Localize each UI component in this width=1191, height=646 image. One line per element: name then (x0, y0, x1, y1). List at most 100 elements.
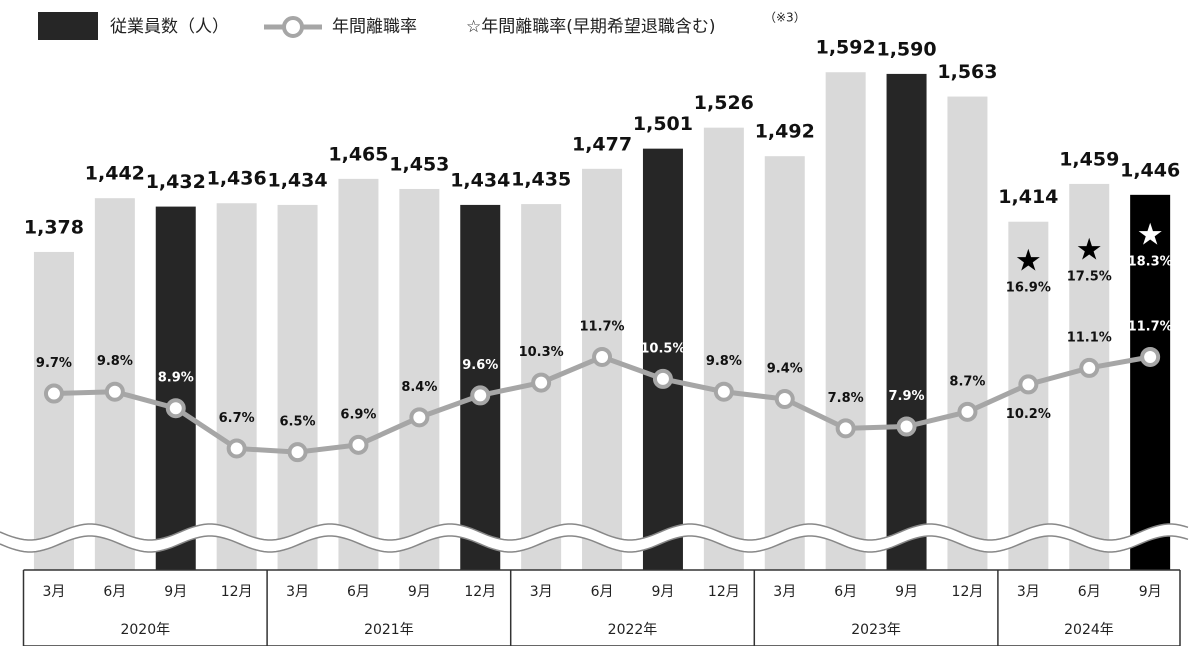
x-tick-label: 6月 (834, 584, 857, 600)
bar (703, 127, 744, 570)
bar-value-label: 1,501 (633, 113, 693, 135)
star-marker: ★ (1076, 232, 1103, 267)
rate-value-label: 8.7% (949, 374, 985, 389)
rate-marker (1140, 346, 1161, 367)
x-tick-label: 12月 (952, 584, 984, 600)
bar-value-label: 1,465 (328, 143, 388, 165)
rate-marker (287, 442, 308, 463)
bar (764, 156, 805, 570)
rate-value-label: 8.9% (158, 371, 194, 386)
rate-marker (1018, 374, 1039, 395)
rate-marker (896, 416, 917, 437)
x-tick-label: 3月 (773, 584, 796, 600)
bar (216, 203, 257, 570)
bar-value-label: 1,526 (694, 92, 754, 114)
bar (1130, 194, 1171, 570)
bar-value-label: 1,446 (1120, 159, 1180, 181)
x-tick-label: 9月 (1139, 584, 1162, 600)
rate-marker (957, 401, 978, 422)
x-tick-label: 9月 (651, 584, 674, 600)
rate-value-label: 9.6% (462, 358, 498, 373)
bar-value-label: 1,436 (207, 168, 267, 190)
x-group-label: 2022年 (608, 622, 658, 638)
rate-marker (592, 346, 613, 367)
rate-marker (43, 383, 64, 404)
rate-marker (835, 418, 856, 439)
legend-label: 年間離職率 (332, 17, 417, 37)
bar (947, 96, 988, 570)
rate-marker (104, 381, 125, 402)
rate-value-label: 6.7% (219, 411, 255, 426)
rate-value-label: 9.8% (706, 354, 742, 369)
rate-value-label: 11.7% (579, 319, 624, 334)
legend-label: 従業員数（人） (110, 17, 229, 37)
x-group-label: 2024年 (1064, 622, 1114, 638)
rate-value-label: 9.7% (36, 356, 72, 371)
star-marker: ★ (1015, 243, 1042, 278)
bar (338, 178, 379, 570)
rate-value-label: 8.4% (401, 380, 437, 395)
rate-value-label: 9.8% (97, 354, 133, 369)
bar-value-label: 1,592 (816, 37, 876, 59)
rate-value-label: 10.2% (1006, 407, 1051, 422)
x-group-label: 2023年 (851, 622, 901, 638)
axis-break-line (0, 523, 1189, 541)
rate-marker (713, 381, 734, 402)
legend-note: （※3） (764, 11, 806, 25)
axis-break-line (0, 535, 1189, 553)
x-tick-label: 3月 (42, 584, 65, 600)
rate-marker (531, 372, 552, 393)
rate-value-label: 7.8% (828, 391, 864, 406)
axis-break-band (0, 524, 1191, 552)
rate-marker (774, 389, 795, 410)
rate-value-label: 11.7% (1128, 319, 1173, 334)
bar-value-label: 1,563 (937, 61, 997, 83)
star-marker: ★ (1137, 218, 1164, 253)
x-tick-label: 12月 (708, 584, 740, 600)
x-tick-label: 3月 (1017, 584, 1040, 600)
x-tick-label: 6月 (1078, 584, 1101, 600)
bar-value-label: 1,442 (85, 163, 145, 185)
star-value-label: 18.3% (1128, 255, 1173, 270)
star-value-label: 16.9% (1006, 280, 1051, 295)
x-tick-label: 6月 (347, 584, 370, 600)
x-tick-label: 3月 (530, 584, 553, 600)
rate-value-label: 10.3% (519, 345, 564, 360)
x-tick-label: 6月 (591, 584, 614, 600)
x-tick-label: 9月 (164, 584, 187, 600)
bar-value-label: 1,432 (146, 171, 206, 193)
bar (1008, 221, 1049, 570)
bar-value-label: 1,434 (450, 169, 510, 191)
bar (155, 206, 196, 570)
rate-marker (409, 407, 430, 428)
rate-marker (226, 438, 247, 459)
bar-value-label: 1,477 (572, 133, 632, 155)
x-group-label: 2020年 (120, 622, 170, 638)
bar-value-label: 1,434 (267, 169, 327, 191)
rate-value-label: 10.5% (640, 341, 685, 356)
x-tick-label: 12月 (464, 584, 496, 600)
bar-value-label: 1,453 (389, 153, 449, 175)
bar (33, 251, 74, 570)
x-group-label: 2021年 (364, 622, 414, 638)
star-value-label: 17.5% (1067, 269, 1112, 284)
legend-swatch-bar (38, 12, 98, 40)
rate-marker (652, 368, 673, 389)
bar-value-label: 1,590 (876, 38, 936, 60)
rate-marker (1079, 357, 1100, 378)
x-tick-label: 9月 (895, 584, 918, 600)
rate-value-label: 7.9% (889, 389, 925, 404)
bar-value-label: 1,378 (24, 216, 84, 238)
x-tick-label: 6月 (103, 584, 126, 600)
x-tick-label: 3月 (286, 584, 309, 600)
bar (886, 73, 927, 571)
x-tick-label: 12月 (221, 584, 253, 600)
bar (399, 188, 440, 570)
x-tick-label: 9月 (408, 584, 431, 600)
rate-marker (165, 398, 186, 419)
bar (642, 148, 683, 570)
bar-value-label: 1,459 (1059, 148, 1119, 170)
bar-value-label: 1,435 (511, 169, 571, 191)
legend-swatch-marker (282, 16, 304, 38)
